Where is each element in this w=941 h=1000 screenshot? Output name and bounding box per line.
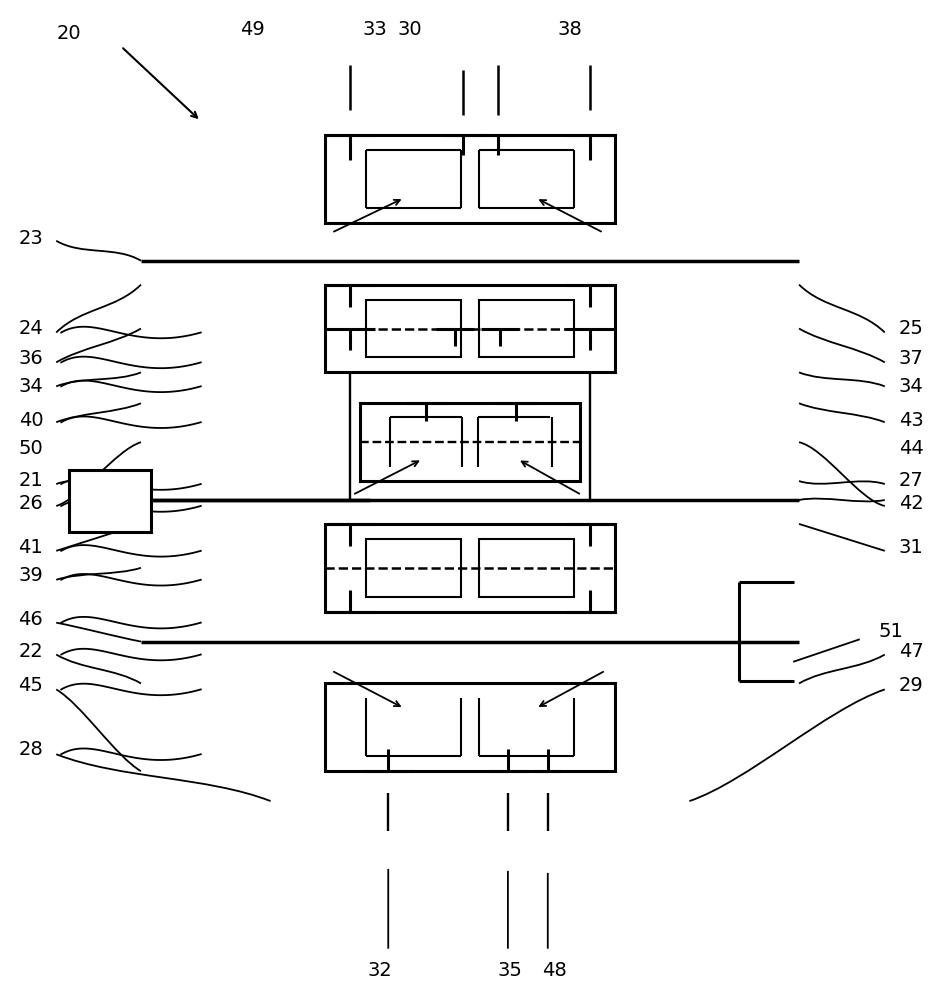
Text: 35: 35 [498, 961, 522, 980]
Text: 31: 31 [899, 538, 923, 557]
Text: 22: 22 [19, 642, 43, 661]
Bar [366, 300, 461, 357]
Bar [366, 539, 461, 597]
Text: 34: 34 [899, 377, 923, 396]
Text: 50: 50 [19, 439, 43, 458]
Text: 44: 44 [899, 439, 923, 458]
Bar [326, 135, 614, 223]
Text: 46: 46 [19, 610, 43, 629]
Text: 39: 39 [19, 566, 43, 585]
Text: 47: 47 [899, 642, 923, 661]
Bar [479, 300, 574, 357]
Text: 20: 20 [56, 24, 82, 43]
Bar [326, 683, 614, 771]
Text: 29: 29 [899, 676, 923, 695]
Text: 38: 38 [557, 20, 582, 39]
Text: 28: 28 [19, 740, 43, 759]
Text: 45: 45 [19, 676, 43, 695]
Text: 24: 24 [19, 319, 43, 338]
Text: 43: 43 [899, 411, 923, 430]
Text: 21: 21 [19, 471, 43, 490]
Text: 40: 40 [19, 411, 43, 430]
Text: 37: 37 [899, 349, 923, 368]
Text: 27: 27 [899, 471, 923, 490]
Text: 32: 32 [368, 961, 392, 980]
Text: 26: 26 [19, 494, 43, 513]
Text: 36: 36 [19, 349, 43, 368]
Text: 30: 30 [398, 20, 423, 39]
Text: 48: 48 [542, 961, 567, 980]
Bar [479, 539, 574, 597]
Bar [70, 470, 151, 532]
Text: 41: 41 [19, 538, 43, 557]
Text: 42: 42 [899, 494, 923, 513]
Text: 33: 33 [363, 20, 388, 39]
Text: 34: 34 [19, 377, 43, 396]
Bar [360, 403, 580, 481]
Text: 51: 51 [879, 622, 903, 641]
Bar [326, 524, 614, 612]
Bar [326, 285, 614, 372]
Text: 49: 49 [240, 20, 265, 39]
Text: 25: 25 [899, 319, 924, 338]
Text: 23: 23 [19, 229, 43, 248]
